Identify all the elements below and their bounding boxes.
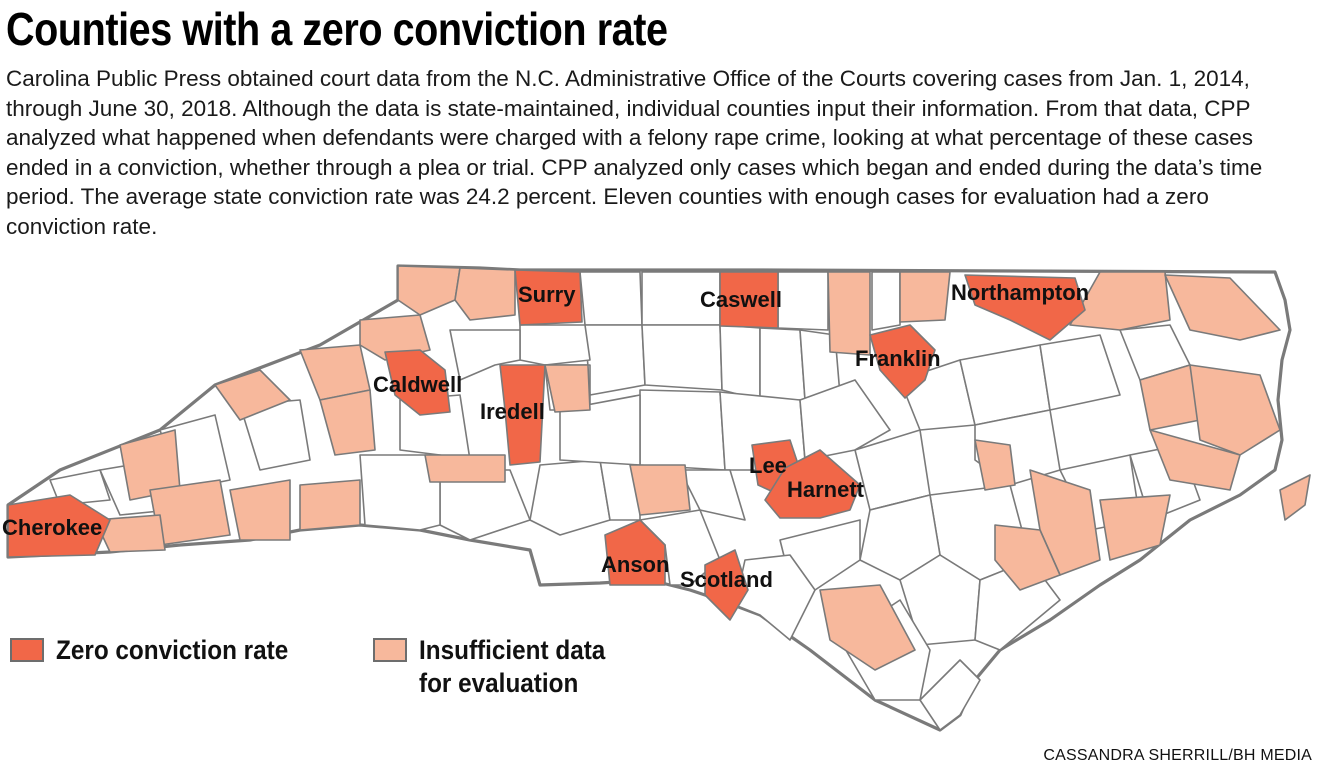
insufficient-counties xyxy=(94,265,1311,671)
label-caswell: Caswell xyxy=(700,287,782,312)
legend-zero: Zero conviction rate xyxy=(10,634,314,667)
legend-swatch-insufficient xyxy=(373,638,407,662)
map-title: Counties with a zero conviction rate xyxy=(6,3,668,55)
legend-swatch-zero xyxy=(10,638,44,662)
legend-label-insufficient: Insufficient data for evaluation xyxy=(419,635,606,698)
label-franklin: Franklin xyxy=(855,346,941,371)
county-iredell xyxy=(499,364,546,466)
county-anson xyxy=(604,519,666,586)
nc-county-map: Surry Caswell Northampton Franklin Caldw… xyxy=(2,264,1311,732)
label-harnett: Harnett xyxy=(787,477,865,502)
label-cherokee: Cherokee xyxy=(2,515,102,540)
label-iredell: Iredell xyxy=(480,399,545,424)
county-scotland xyxy=(704,549,749,621)
zero-counties xyxy=(7,269,1086,621)
legend-insufficient: Insufficient data for evaluation xyxy=(373,634,626,700)
label-northampton: Northampton xyxy=(951,280,1089,305)
credit-line: CASSANDRA SHERRILL/BH MEDIA xyxy=(1043,747,1312,764)
label-scotland: Scotland xyxy=(680,567,773,592)
county-franklin xyxy=(869,324,936,399)
label-surry: Surry xyxy=(518,282,576,307)
county-cherokee xyxy=(7,494,111,558)
county-northampton xyxy=(964,274,1086,341)
label-anson: Anson xyxy=(601,552,669,577)
legend-label-zero: Zero conviction rate xyxy=(56,635,289,665)
county-labels: Surry Caswell Northampton Franklin Caldw… xyxy=(2,280,1089,592)
county-harnett xyxy=(764,449,861,519)
label-caldwell: Caldwell xyxy=(373,372,462,397)
county-surry xyxy=(514,269,583,326)
intro-text: Carolina Public Press obtained court dat… xyxy=(6,66,1263,239)
county-caldwell xyxy=(384,349,451,416)
county-caswell xyxy=(719,271,779,329)
label-lee: Lee xyxy=(749,453,787,478)
